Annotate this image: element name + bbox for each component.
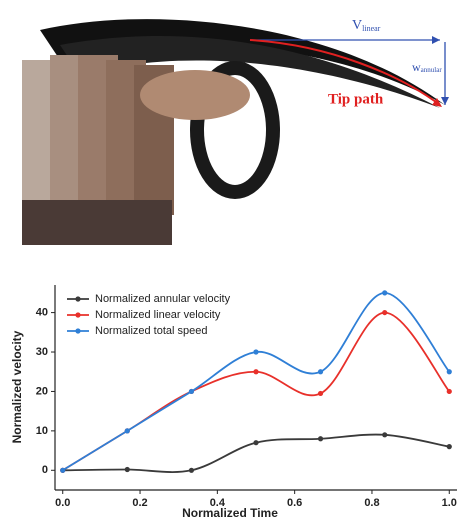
y-tick-label: 20 — [36, 385, 48, 397]
point — [318, 369, 323, 374]
x-tick-label: 0.0 — [55, 497, 70, 509]
arrow-head — [432, 36, 440, 44]
illustration: Vlinear wannular Tip path — [20, 18, 449, 245]
point — [318, 391, 323, 396]
y-tick-label: 30 — [36, 346, 48, 358]
y-tick-label: 10 — [36, 425, 48, 437]
figure: Vlinear wannular Tip path Normalized Tim… — [0, 0, 460, 522]
legend-marker — [75, 312, 80, 317]
y-tick-label: 40 — [36, 307, 48, 319]
legend-marker — [75, 328, 80, 333]
point — [382, 310, 387, 315]
point — [382, 290, 387, 295]
x-tick-label: 0.2 — [132, 497, 147, 509]
v-label: Vlinear — [352, 18, 381, 33]
legend-label: Normalized linear velocity — [95, 309, 221, 321]
legend-marker — [75, 296, 80, 301]
legend-label: Normalized total speed — [95, 325, 208, 337]
x-axis-label: Normalized Time — [182, 506, 278, 520]
point — [447, 389, 452, 394]
chart: Normalized Time Normalized velocity 0.0 0… — [10, 285, 457, 520]
x-tick-label: 1.0 — [442, 497, 457, 509]
point — [189, 468, 194, 473]
point — [125, 467, 130, 472]
x-tick-label: 0.4 — [210, 497, 226, 509]
arrow-head — [441, 97, 449, 105]
tip-label: Tip path — [328, 91, 384, 107]
point — [125, 428, 130, 433]
legend-label: Normalized annular velocity — [95, 293, 231, 305]
point — [447, 444, 452, 449]
point — [382, 432, 387, 437]
y-axis-label: Normalized velocity — [10, 330, 24, 443]
w-label: wannular — [412, 60, 442, 74]
x-tick-label: 0.8 — [364, 497, 379, 509]
point — [253, 369, 258, 374]
point — [189, 389, 194, 394]
point — [60, 468, 65, 473]
x-tick-label: 0.6 — [287, 497, 302, 509]
point — [318, 436, 323, 441]
point — [447, 369, 452, 374]
y-tick-label: 0 — [42, 464, 48, 476]
point — [253, 349, 258, 354]
point — [253, 440, 258, 445]
